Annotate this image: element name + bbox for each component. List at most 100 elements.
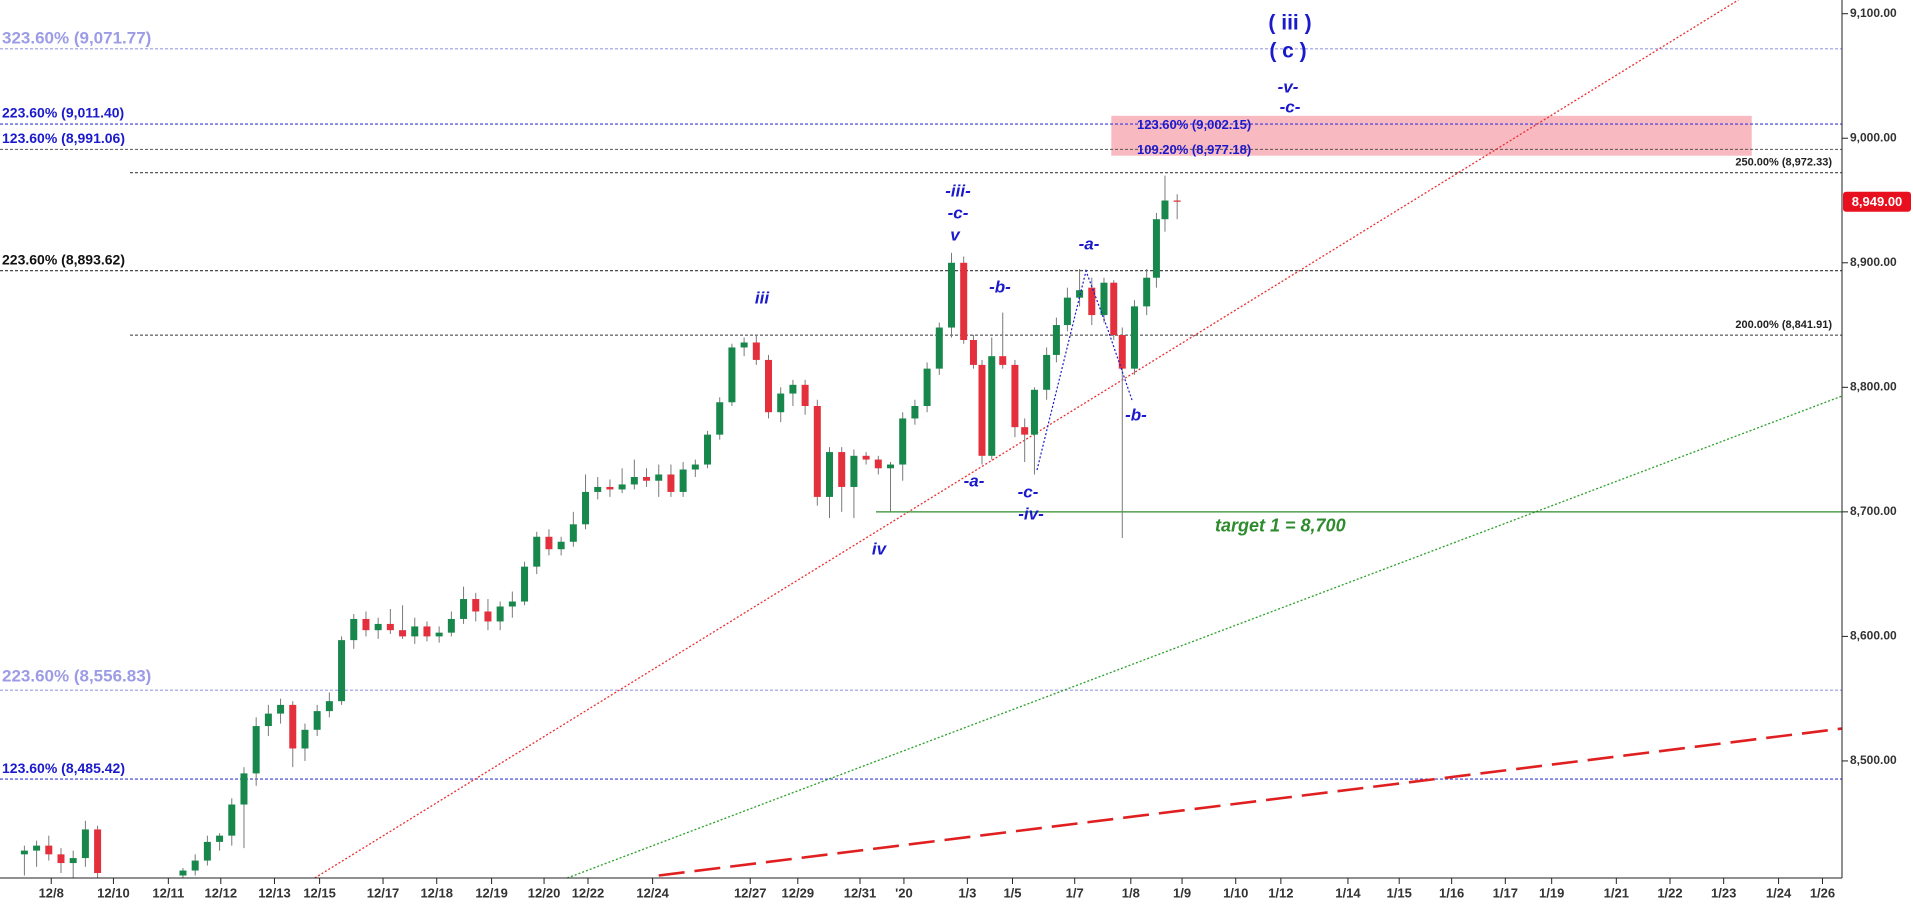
candle-body xyxy=(1130,306,1138,369)
candle-body xyxy=(643,476,651,481)
candle-body xyxy=(399,630,407,637)
candle-body xyxy=(569,524,577,542)
wave-label: -c- xyxy=(1280,97,1301,116)
candle-body xyxy=(911,405,919,419)
plot-area xyxy=(0,0,1842,878)
wave-label: iv xyxy=(872,539,888,558)
candle-body xyxy=(240,773,248,805)
candle-body xyxy=(765,359,773,413)
x-tick-label: 1/10 xyxy=(1223,885,1248,900)
x-tick-label: 12/24 xyxy=(636,885,669,900)
x-tick-label: 1/21 xyxy=(1604,885,1629,900)
candle-body xyxy=(1118,335,1126,369)
level-label: 123.60% (8,991.06) xyxy=(2,130,125,146)
x-tick-label: 1/5 xyxy=(1003,885,1021,900)
candle-body xyxy=(1076,290,1084,298)
y-tick-label: 9,100.00 xyxy=(1850,6,1897,20)
x-tick-label: 12/20 xyxy=(528,885,561,900)
candle-body xyxy=(508,601,516,607)
candle-body xyxy=(338,640,346,702)
candle-body xyxy=(484,611,492,622)
candle-body xyxy=(289,704,297,749)
candle-body xyxy=(1152,219,1160,278)
candle-body xyxy=(594,486,602,492)
candle-body xyxy=(777,393,785,413)
x-tick-label: 1/19 xyxy=(1539,885,1564,900)
candle-body xyxy=(533,536,541,567)
x-tick-label: 1/16 xyxy=(1439,885,1464,900)
candle-body xyxy=(1052,325,1060,355)
y-tick-label: 8,700.00 xyxy=(1850,504,1897,518)
candle-body xyxy=(33,845,41,851)
candle-body xyxy=(960,262,968,340)
x-tick-label: 12/10 xyxy=(97,885,130,900)
candle-body xyxy=(423,626,431,637)
candle-body xyxy=(704,434,712,465)
level-label: 123.60% (9,002.15) xyxy=(1137,117,1251,132)
x-tick-label: 12/29 xyxy=(782,885,815,900)
candle-body xyxy=(978,364,986,456)
candle-body xyxy=(679,469,687,492)
x-tick-label: 1/24 xyxy=(1766,885,1792,900)
candle-body xyxy=(838,452,846,487)
wave-label: v xyxy=(950,225,961,244)
x-tick-label: 1/26 xyxy=(1810,885,1835,900)
candle-body xyxy=(1030,389,1038,435)
x-tick-label: 12/18 xyxy=(420,885,453,900)
x-tick-label: 1/22 xyxy=(1657,885,1682,900)
candle-body xyxy=(45,845,53,855)
wave-label: -v- xyxy=(1278,77,1299,96)
candle-body xyxy=(935,327,943,369)
level-label: 123.60% (8,485.42) xyxy=(2,760,125,776)
candle-body xyxy=(545,536,553,550)
candle-body xyxy=(20,850,28,855)
y-tick-label: 8,600.00 xyxy=(1850,629,1897,643)
x-tick-label: 12/8 xyxy=(39,885,64,900)
candle-body xyxy=(899,418,907,465)
candle-body xyxy=(813,405,821,497)
candle-body xyxy=(740,342,748,348)
candle-body xyxy=(1100,282,1108,316)
x-tick-label: 1/9 xyxy=(1173,885,1191,900)
wave-label: -a- xyxy=(1079,234,1100,253)
candle-body xyxy=(301,729,309,749)
candle-body xyxy=(435,632,443,637)
candle-body xyxy=(618,484,626,490)
wave-label: -c- xyxy=(1018,482,1039,501)
x-tick-label: 1/15 xyxy=(1387,885,1412,900)
candle-body xyxy=(362,618,370,631)
candle-body xyxy=(606,486,614,490)
candle-body xyxy=(203,841,211,861)
wave-label: ( c ) xyxy=(1269,40,1306,63)
candle-body xyxy=(1143,277,1151,307)
candle-body xyxy=(862,455,870,460)
candle-body xyxy=(69,858,77,864)
candle-body xyxy=(81,829,89,859)
x-tick-label: 1/14 xyxy=(1335,885,1361,900)
x-tick-label: 1/17 xyxy=(1493,885,1518,900)
candle-body xyxy=(789,384,797,394)
level-label: 323.60% (9,071.77) xyxy=(2,28,151,47)
candle-body xyxy=(582,491,590,525)
level-label: 223.60% (8,893.62) xyxy=(2,251,125,267)
candle-body xyxy=(887,464,895,469)
candle-body xyxy=(191,860,199,871)
candle-body xyxy=(923,368,931,406)
x-tick-label: '20 xyxy=(895,885,913,900)
wave-label: -a- xyxy=(964,471,985,490)
candle-body xyxy=(826,452,834,497)
candle-body xyxy=(752,342,760,360)
candle-body xyxy=(447,618,455,633)
x-tick-label: 1/8 xyxy=(1122,885,1140,900)
x-tick-label: 12/13 xyxy=(258,885,291,900)
level-label: 200.00% (8,841.91) xyxy=(1735,319,1832,331)
x-tick-label: 12/31 xyxy=(844,885,877,900)
candle-body xyxy=(1161,200,1169,220)
candle-body xyxy=(277,704,285,714)
candle-body xyxy=(1043,354,1051,390)
y-tick-label: 8,500.00 xyxy=(1850,753,1897,767)
candle-body xyxy=(57,854,65,864)
candle-body xyxy=(947,262,955,328)
level-label: 223.60% (9,011.40) xyxy=(2,105,124,121)
